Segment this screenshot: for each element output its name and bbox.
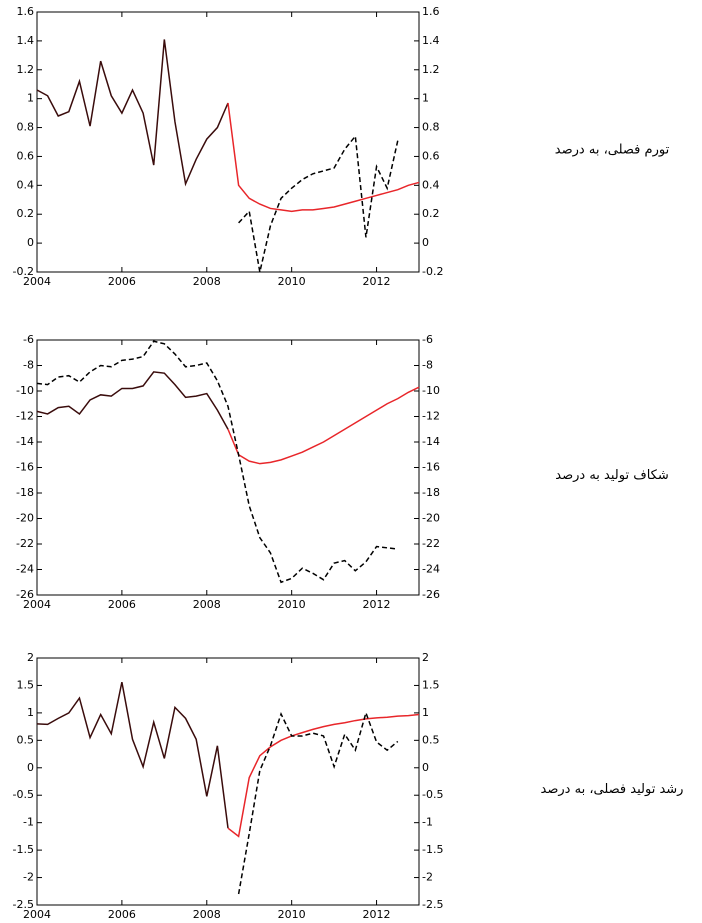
y-tick-label: -0.2: [13, 265, 34, 278]
y-tick-label: 0: [27, 761, 34, 774]
y-tick-label: -20: [16, 512, 34, 525]
y-tick-label: -1: [23, 816, 34, 829]
y-tick-label: -24: [16, 563, 34, 576]
y-tick-label: -16: [16, 461, 34, 474]
plot-frame: [36, 11, 420, 273]
y2-tick-label: -16: [422, 461, 440, 474]
series-line: [36, 371, 229, 430]
y2-tick-label: -10: [422, 384, 440, 397]
y-tick-label: 1.6: [17, 5, 35, 18]
y2-tick-label: -1.5: [422, 843, 443, 856]
x-tick-label: 2004: [23, 908, 51, 921]
y-tick-label: -22: [16, 537, 34, 550]
y2-tick-label: 0.4: [422, 178, 440, 191]
y-axis-label: شکاف تولید به درصد: [555, 468, 668, 483]
y-tick-label: -12: [16, 410, 34, 423]
x-tick-label: 2010: [278, 275, 306, 288]
y-tick-label: 0.4: [17, 178, 35, 191]
y2-tick-label: -26: [422, 588, 440, 601]
series-line: [227, 713, 420, 838]
y2-tick-label: -18: [422, 486, 440, 499]
y-tick-label: 1.5: [17, 678, 35, 691]
y2-tick-label: 0.5: [422, 733, 440, 746]
y2-tick-label: -20: [422, 512, 440, 525]
y2-tick-label: 0.8: [422, 121, 440, 134]
y2-tick-label: 0.2: [422, 207, 440, 220]
x-tick-label: 2006: [108, 275, 136, 288]
y-tick-label: 0.2: [17, 207, 35, 220]
y-tick-label: -26: [16, 588, 34, 601]
y2-tick-label: 1: [422, 92, 429, 105]
x-tick-label: 2006: [108, 598, 136, 611]
y2-tick-label: -24: [422, 563, 440, 576]
y-tick-label: -6: [23, 333, 34, 346]
y2-tick-label: -2: [422, 871, 433, 884]
x-tick-label: 2010: [278, 598, 306, 611]
series-line: [227, 386, 420, 465]
y2-tick-label: -0.5: [422, 788, 443, 801]
y-tick-label: 0.6: [17, 149, 35, 162]
x-tick-label: 2010: [278, 908, 306, 921]
series-line: [227, 102, 420, 213]
x-tick-label: 2008: [193, 908, 221, 921]
plot-frame: [36, 339, 420, 596]
y2-tick-label: 0: [422, 761, 429, 774]
y-tick-label: 1: [27, 706, 34, 719]
y-tick-label: -18: [16, 486, 34, 499]
y-axis-label: تورم فصلی، به درصد: [555, 143, 670, 158]
y-tick-label: 0.5: [17, 733, 35, 746]
y2-tick-label: -12: [422, 410, 440, 423]
y-tick-label: 0: [27, 236, 34, 249]
y2-tick-label: 1.2: [422, 63, 440, 76]
y2-tick-label: 0.6: [422, 149, 440, 162]
y2-tick-label: -22: [422, 537, 440, 550]
y2-tick-label: -6: [422, 333, 433, 346]
y2-tick-label: 0: [422, 236, 429, 249]
series-line: [238, 134, 399, 273]
y-tick-label: 0.8: [17, 121, 35, 134]
y2-tick-label: 1.5: [422, 678, 440, 691]
x-tick-label: 2006: [108, 908, 136, 921]
x-tick-label: 2012: [363, 275, 391, 288]
y-tick-label: 2: [27, 651, 34, 664]
y2-tick-label: 2: [422, 651, 429, 664]
y-tick-label: -14: [16, 435, 34, 448]
y2-tick-label: -0.2: [422, 265, 443, 278]
x-tick-label: 2004: [23, 598, 51, 611]
series-line: [36, 681, 229, 829]
x-tick-label: 2012: [363, 908, 391, 921]
y2-tick-label: 1.4: [422, 34, 440, 47]
x-tick-label: 2004: [23, 275, 51, 288]
y-tick-label: -0.5: [13, 788, 34, 801]
y-axis-label: رشد تولید فصلی، به درصد: [541, 782, 684, 797]
y2-tick-label: -2.5: [422, 898, 443, 911]
x-tick-label: 2008: [193, 598, 221, 611]
x-tick-label: 2012: [363, 598, 391, 611]
y-tick-label: -10: [16, 384, 34, 397]
y2-tick-label: -8: [422, 359, 433, 372]
y2-tick-label: 1.6: [422, 5, 440, 18]
y-tick-label: -2: [23, 871, 34, 884]
y-tick-label: -8: [23, 359, 34, 372]
y-tick-label: -1.5: [13, 843, 34, 856]
series-line: [237, 710, 399, 895]
y-tick-label: -2.5: [13, 898, 34, 911]
y-tick-label: 1.2: [17, 63, 35, 76]
y-tick-label: 1.4: [17, 34, 35, 47]
x-tick-label: 2008: [193, 275, 221, 288]
plot-frame: [36, 657, 420, 906]
y2-tick-label: 1: [422, 706, 429, 719]
y2-tick-label: -14: [422, 435, 440, 448]
y-tick-label: 1: [27, 92, 34, 105]
series-line: [36, 340, 398, 584]
series-line: [36, 39, 229, 187]
y2-tick-label: -1: [422, 816, 433, 829]
